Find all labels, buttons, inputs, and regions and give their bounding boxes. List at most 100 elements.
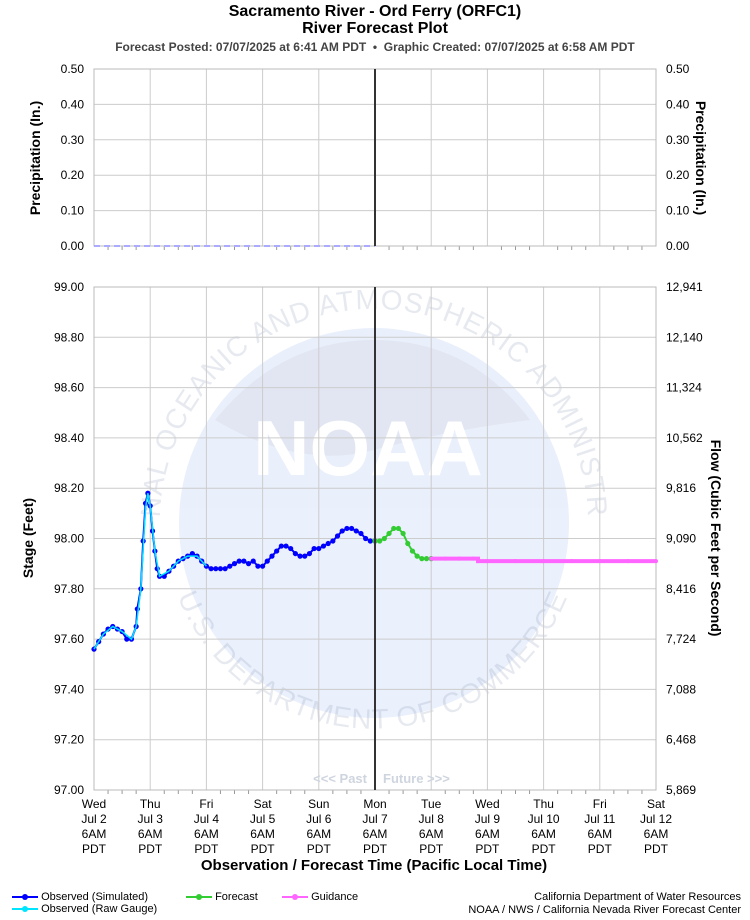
guidance-point [625, 559, 630, 564]
x-tick-label: 6AM [587, 827, 612, 841]
observed-simulated-point [278, 543, 284, 549]
forecast-point [423, 556, 430, 562]
observed-simulated-point [344, 525, 350, 532]
guidance-point [654, 559, 658, 564]
x-tick-label: Jul 8 [419, 812, 445, 826]
x-tick-label: PDT [475, 842, 500, 856]
forecast-posted: Forecast Posted: 07/07/2025 at 6:41 AM P… [115, 40, 367, 54]
precip-axis-title-left: Precipitation (In.) [27, 101, 43, 215]
precip-tick-left: 0.10 [61, 204, 85, 218]
legend-swatch-guidance [282, 894, 308, 901]
flow-tick-label: 12,941 [666, 280, 703, 294]
precipitation-panel: 0.00 0.00 0.10 0.10 0.20 0.20 0.30 0.30 0.40 0.40… [61, 62, 690, 253]
flow-tick-label: 7,724 [666, 632, 696, 646]
precip-tick-left: 0.40 [61, 97, 85, 111]
observed-simulated-point [339, 528, 345, 534]
x-tick-label: Thu [140, 797, 161, 811]
observed-simulated-point [124, 636, 130, 642]
x-tick-label: 6AM [363, 827, 388, 841]
guidance-point [457, 556, 462, 561]
guidance-point [443, 556, 448, 561]
x-tick-label: PDT [194, 842, 219, 856]
observed-simulated-point [306, 550, 313, 557]
observed-simulated-point [250, 558, 256, 564]
legend-label-observed-simulated: Observed (Simulated) [41, 891, 149, 903]
observed-simulated-point [311, 545, 317, 552]
precip-tick-right: 0.50 [666, 62, 690, 76]
legend-label-guidance: Guidance [311, 891, 359, 903]
x-tick-label: 6AM [475, 827, 500, 841]
precip-tick-right: 0.40 [666, 97, 690, 111]
legend-swatch-observed-raw [12, 906, 38, 913]
stage-tick-label: 98.00 [54, 532, 84, 546]
precip-tick-right: 0.10 [666, 204, 690, 218]
forecast-point [405, 540, 411, 547]
observed-simulated-point [217, 566, 224, 572]
precip-tick-left: 0.00 [61, 239, 85, 253]
observed-simulated-point [255, 563, 261, 569]
observed-raw-gauge-line [93, 493, 207, 650]
observed-simulated-point [208, 566, 214, 572]
legend-observed-simulated: Observed (Simulated) [12, 891, 148, 903]
guidance-point [541, 559, 546, 564]
forecast-point [414, 553, 420, 559]
forecast-point [409, 548, 416, 554]
legend-forecast: Forecast [186, 891, 258, 903]
posted-info: Forecast Posted: 07/07/2025 at 6:41 AM P… [0, 40, 750, 54]
observed-simulated-point [367, 538, 373, 544]
observed-simulated-point [274, 548, 280, 554]
credit-noaa: NOAA / NWS / California Nevada River For… [468, 904, 741, 916]
observed-simulated-point [358, 530, 364, 537]
noaa-logo-bird [215, 340, 530, 456]
stage-tick-label: 97.60 [54, 632, 84, 646]
past-label: <<< Past [313, 771, 368, 786]
stage-tick-label: 97.00 [54, 783, 84, 797]
x-tick-label: 6AM [531, 827, 556, 841]
x-tick-label: Jul 11 [584, 812, 615, 826]
observed-simulated-point [334, 533, 341, 539]
forecast-point [419, 556, 425, 562]
x-tick-label: 6AM [306, 827, 331, 841]
observed-simulated-point [189, 550, 195, 557]
stage-tick-label: 97.80 [54, 582, 84, 596]
observed-simulated-point [231, 561, 238, 567]
flow-tick-label: 11,324 [666, 381, 702, 395]
guidance-point [471, 556, 476, 561]
guidance-point [513, 559, 518, 564]
x-tick-label: 6AM [82, 827, 107, 841]
credit-dwr: California Department of Water Resources [534, 891, 741, 903]
stage-tick-label: 99.00 [54, 280, 84, 294]
observed-simulated-point [330, 538, 336, 544]
legend-label-forecast: Forecast [215, 891, 258, 903]
observed-simulated-point [297, 553, 303, 559]
future-label: Future >>> [383, 771, 450, 786]
separator-bullet: • [372, 40, 378, 54]
x-tick-label: PDT [419, 842, 444, 856]
observed-simulated-point [302, 553, 308, 559]
stage-tick-label: 98.60 [54, 381, 84, 395]
guidance-point [429, 556, 434, 561]
flow-tick-label: 9,816 [666, 481, 696, 495]
x-tick-label: 6AM [644, 827, 669, 841]
stage-axis-title: Stage (Feet) [20, 498, 36, 578]
x-tick-label: PDT [532, 842, 557, 856]
x-tick-label: Jul 5 [250, 812, 276, 826]
legend-label-observed-raw: Observed (Raw Gauge) [41, 903, 158, 915]
observed-simulated-point [320, 543, 327, 549]
x-tick-label: Wed [475, 797, 499, 811]
flow-tick-label: 8,416 [666, 582, 696, 596]
x-tick-label: Jul 4 [194, 812, 220, 826]
x-tick-label: Jul 10 [528, 812, 560, 826]
x-tick-label: 6AM [194, 827, 219, 841]
x-tick-label: Fri [199, 797, 213, 811]
x-tick-label: Wed [82, 797, 106, 811]
flow-tick-label: 9,090 [666, 532, 696, 546]
forecast-point [381, 535, 387, 542]
x-tick-label: Jul 7 [362, 812, 388, 826]
x-tick-label: Jul 6 [306, 812, 332, 826]
guidance-point [597, 559, 602, 564]
legend-guidance: Guidance [282, 891, 358, 903]
observed-simulated-point [292, 550, 298, 557]
forecast-point [386, 530, 392, 537]
